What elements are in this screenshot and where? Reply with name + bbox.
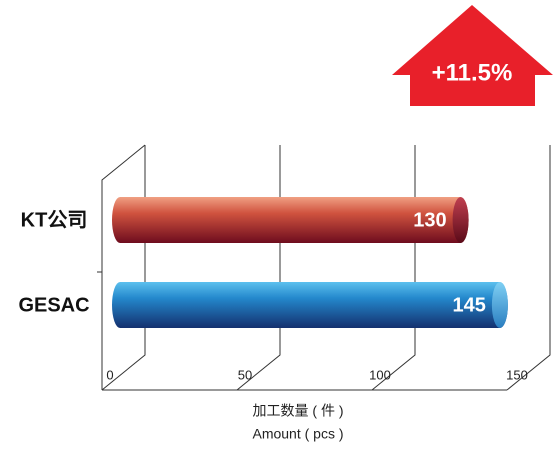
bar xyxy=(112,282,508,328)
x-tick-label: 150 xyxy=(506,367,528,382)
grid-line xyxy=(101,145,146,391)
bar xyxy=(112,197,469,244)
x-tick-label: 100 xyxy=(369,367,391,382)
x-tick-label: 0 xyxy=(106,367,113,382)
bar-cap xyxy=(452,197,469,243)
x-tick-label: 50 xyxy=(238,367,252,382)
x-axis-label: Amount ( pcs ) xyxy=(252,426,343,442)
x-axis-label: 加工数量 ( 件 ) xyxy=(253,403,344,419)
grid-line xyxy=(506,145,551,391)
grid-line xyxy=(236,145,281,391)
category-label: KT公司 xyxy=(21,208,88,231)
wall-edge xyxy=(101,144,146,390)
value-label: 145 xyxy=(453,294,486,316)
grid-line xyxy=(371,145,416,391)
category-label: GESAC xyxy=(18,294,89,316)
bar-cap xyxy=(491,282,508,328)
value-label: 130 xyxy=(413,209,446,231)
arrow xyxy=(392,5,553,106)
annotation: +11.5% xyxy=(432,59,513,86)
